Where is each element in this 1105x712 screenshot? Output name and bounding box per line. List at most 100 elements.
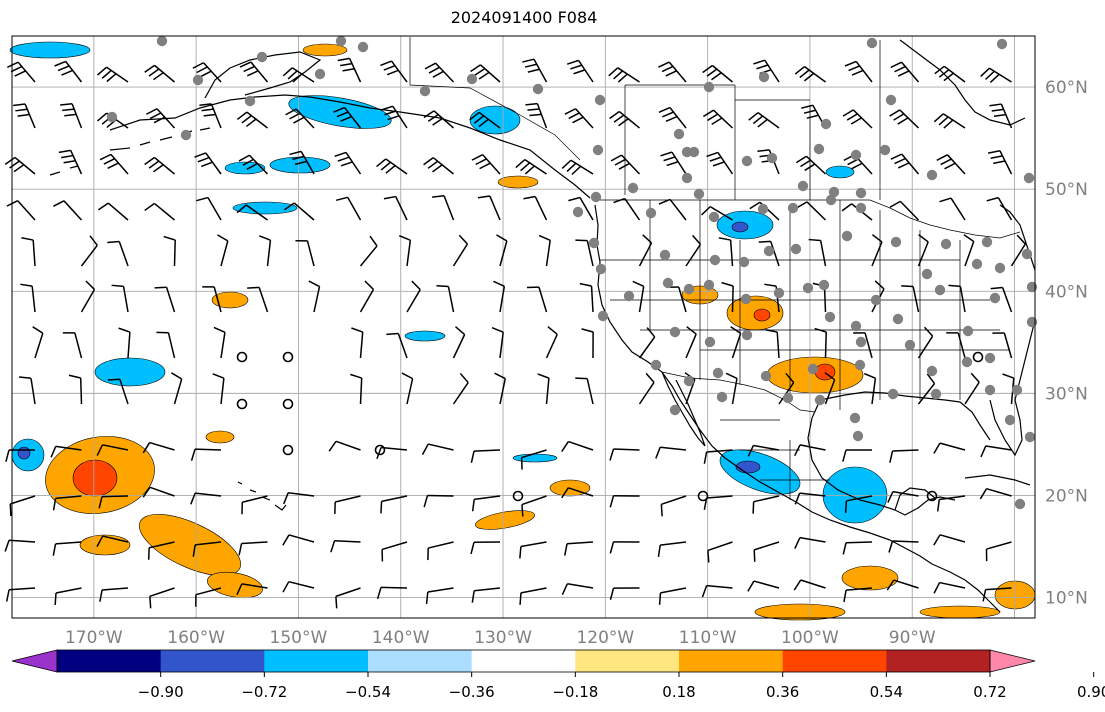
wind-barb: [985, 541, 1012, 562]
wind-barb: [21, 237, 36, 267]
wind-barb: [747, 580, 780, 592]
calm-circle: [697, 490, 709, 502]
wind-barb: [701, 584, 733, 598]
wind-barb: [564, 541, 594, 556]
station-dot: [962, 325, 974, 337]
wind-barb: [496, 234, 508, 267]
alaska-coastline: [109, 94, 591, 199]
colorbar-tick-label: −0.90: [138, 683, 184, 701]
wind-barb: [80, 235, 98, 267]
wind-barb: [359, 280, 375, 313]
west-coast: [594, 204, 933, 565]
wind-barb: [581, 328, 594, 359]
wind-barb: [561, 440, 594, 452]
wind-barb: [58, 149, 83, 175]
wind-barb: [202, 286, 222, 313]
wind-barb: [146, 108, 176, 129]
station-dot: [818, 279, 830, 291]
station-dot: [741, 329, 753, 341]
wind-barb: [335, 196, 362, 221]
wind-barb: [515, 158, 547, 175]
wind-barb: [794, 444, 826, 456]
wind-barb: [609, 110, 640, 129]
wind-barb: [990, 286, 1013, 313]
wind-barb: [68, 374, 83, 405]
anomaly-region: [205, 430, 235, 444]
wind-barb: [289, 150, 315, 175]
wind-barb: [282, 492, 315, 505]
station-dot: [887, 388, 899, 400]
station-dot: [813, 143, 825, 155]
wind-barb: [350, 373, 363, 405]
station-dot: [466, 73, 478, 85]
calm-circle: [282, 351, 294, 363]
wind-barb: [469, 111, 501, 129]
cuba: [964, 474, 1031, 486]
station-dot: [807, 363, 819, 375]
wind-barb: [282, 534, 315, 546]
wind-barb: [118, 327, 131, 359]
station-dot: [984, 384, 996, 396]
wind-barb: [657, 541, 687, 558]
wind-barb: [380, 495, 408, 514]
wind-barb: [199, 103, 222, 129]
station-dot: [592, 144, 604, 156]
wind-barb: [521, 495, 547, 517]
wind-barb: [752, 495, 780, 514]
wind-barb: [470, 541, 501, 555]
station-dot: [758, 71, 770, 83]
wind-barb: [195, 587, 222, 607]
wind-barb: [564, 108, 594, 129]
wind-barb: [701, 205, 733, 221]
wind-barb: [946, 332, 966, 359]
station-dot: [981, 236, 993, 248]
wind-barb: [376, 446, 408, 460]
wind-barb: [144, 156, 175, 175]
station-dot: [934, 284, 946, 296]
wind-barb: [398, 234, 412, 267]
station-dot: [854, 359, 866, 371]
wind-barb: [843, 587, 873, 603]
station-dot: [669, 404, 681, 416]
wind-barb: [97, 202, 129, 221]
wind-barb: [525, 102, 548, 129]
wind-barb: [842, 109, 873, 129]
wind-barb: [236, 583, 268, 596]
station-dot: [790, 243, 802, 255]
latitude-label: 50°N: [1045, 180, 1088, 200]
wind-barb: [471, 587, 501, 603]
wind-barb: [986, 196, 1013, 221]
wind-barb: [632, 280, 645, 313]
wind-barb: [5, 587, 36, 602]
wind-barb: [401, 372, 414, 405]
station-dot: [757, 203, 769, 215]
wind-barb: [609, 541, 640, 554]
colorbar-tick-label: −0.36: [449, 683, 495, 701]
station-dot: [1011, 384, 1023, 396]
wind-barb: [948, 284, 966, 313]
station-dot: [532, 83, 544, 95]
wind-barb: [793, 579, 826, 591]
wind-barb: [988, 149, 1013, 175]
wind-barb: [491, 326, 504, 359]
station-dot: [708, 211, 720, 223]
wind-barb: [52, 200, 83, 221]
station-dot: [357, 41, 369, 53]
wind-barb: [706, 151, 734, 175]
mexico-states: [720, 419, 830, 500]
latitude-label: 20°N: [1045, 486, 1088, 506]
wind-barb: [888, 540, 919, 553]
station-dot: [192, 74, 204, 86]
alaska-canada-border: [409, 37, 581, 161]
station-dot: [709, 254, 721, 266]
wind-barb: [579, 282, 594, 313]
station-dot: [849, 412, 861, 424]
anomaly-region: [207, 571, 263, 599]
anomaly-region: [302, 43, 348, 57]
anomaly-region: [497, 175, 539, 189]
latitude-label: 10°N: [1045, 589, 1088, 609]
colorbar-segment: [575, 650, 680, 672]
wind-barb: [107, 240, 129, 267]
wind-barb: [423, 110, 454, 129]
